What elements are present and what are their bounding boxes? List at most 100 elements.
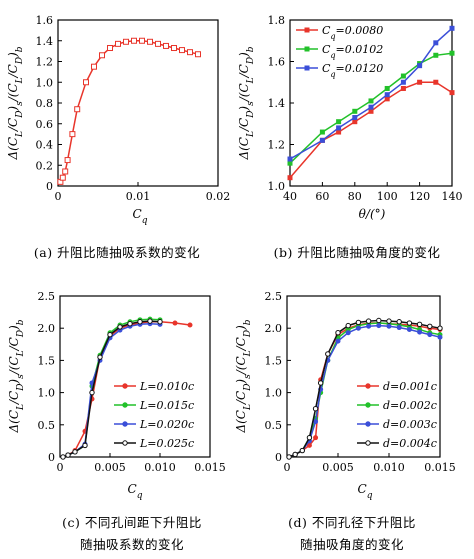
data-point [433,79,439,85]
x-axis-label: Cq [358,482,373,501]
plot-frame [286,295,441,458]
data-point [437,325,443,331]
data-point [427,332,433,338]
data-point [384,96,390,102]
legend-label: Cq=0.0120 [322,62,383,79]
y-tick-label: 0 [275,451,282,464]
data-point [82,442,88,449]
data-point [366,323,372,329]
data-point [171,45,177,52]
caption-b: (b) 升阻比随抽吸角度的变化 [274,245,441,260]
data-point [172,320,178,326]
data-point [306,434,313,441]
data-point [155,40,161,47]
legend-marker [304,46,310,52]
caption-a: (a) 升阻比随抽吸系数的变化 [34,245,200,260]
data-point [131,37,137,44]
data-point [433,52,439,58]
chart-panel-d: 0 0.005 0.010 0.015 0 0.5 1.0 1.5 2.0 2.5 Cq Δ(CL/C… [234,290,456,501]
y-tick-label: 2.5 [38,290,56,303]
legend-label: d=0.002c [383,399,437,412]
data-point [139,37,145,44]
data-point [336,119,342,125]
data-point [163,42,169,49]
caption-d-line2: 随抽吸角度的变化 [300,537,404,552]
data-point [417,63,423,69]
legend-marker [122,421,128,427]
data-point [396,325,402,331]
y-tick-label: 1.0 [265,387,283,400]
data-point [179,47,185,54]
data-point [74,106,81,113]
y-tick-label: 1.8 [268,14,286,27]
data-point [107,331,113,338]
data-point [417,329,423,335]
x-tick-label: 100 [377,190,398,203]
series-line [289,27,453,160]
data-point [406,326,412,332]
caption-c-line1: (c) 不同孔间距下升阻比 [62,515,202,530]
x-tick-label: 0.005 [322,461,354,474]
legend-marker [304,27,310,33]
data-point [400,85,406,91]
x-axis-label: Cq [128,482,143,501]
data-point [433,40,439,46]
data-point [396,319,402,325]
series-line [59,40,199,183]
x-tick-label: 80 [348,190,362,203]
x-tick-label: 0 [284,461,291,474]
x-tick-label: 60 [315,190,329,203]
legend-label: Cq=0.0102 [322,43,383,60]
y-tick-label: 1.2 [36,56,54,69]
chart-panel-c: 0 0.005 0.010 0.015 0 0.5 1.0 1.5 2.0 2.5 Cq Δ(CL/C… [7,290,226,501]
x-tick-label: 140 [442,190,463,203]
data-point [449,25,455,31]
data-point [365,318,372,324]
legend-marker [365,440,371,446]
data-point [335,338,341,344]
legend-marker [304,65,310,71]
data-point [147,38,153,45]
data-point [352,119,358,125]
y-tick-label: 0.6 [36,118,54,131]
data-point [62,168,69,175]
data-point [287,160,293,166]
data-point [69,131,76,138]
data-point [313,435,319,441]
y-tick-label: 0 [46,180,53,193]
legend-label: Cq=0.0080 [322,24,383,41]
data-point [319,129,325,135]
data-point [368,104,374,110]
x-tick-label: 0.02 [206,190,231,203]
legend-marker [122,383,128,389]
data-point [406,320,413,326]
data-point [187,322,193,328]
data-point [127,320,133,327]
data-point [384,85,390,91]
y-tick-label: 1.0 [36,76,54,89]
caption-c-line2: 随抽吸系数的变化 [80,537,184,552]
y-tick-label: 0.4 [36,139,54,152]
data-point [345,330,351,336]
data-point [368,108,374,114]
data-point [60,454,66,460]
y-axis-label: Δ(CL/CD)s/(CL/CD)b [237,46,256,160]
data-point [336,125,342,131]
data-point [427,323,433,329]
legend-label: L=0.010c [139,380,194,393]
x-axis-label: θ/(°) [359,207,386,221]
data-point [287,175,293,181]
data-point [137,319,143,325]
data-point [72,449,78,455]
y-tick-label: 1.2 [268,139,286,152]
x-tick-label: 120 [409,190,430,203]
data-point [59,174,66,181]
series-line [289,52,453,164]
data-point [335,330,341,336]
plot-frame [57,19,219,187]
data-point [157,319,163,325]
y-tick-label: 0 [48,451,55,464]
y-tick-label: 1.0 [268,180,286,193]
x-tick-label: 0 [57,461,64,474]
data-point [292,451,298,458]
